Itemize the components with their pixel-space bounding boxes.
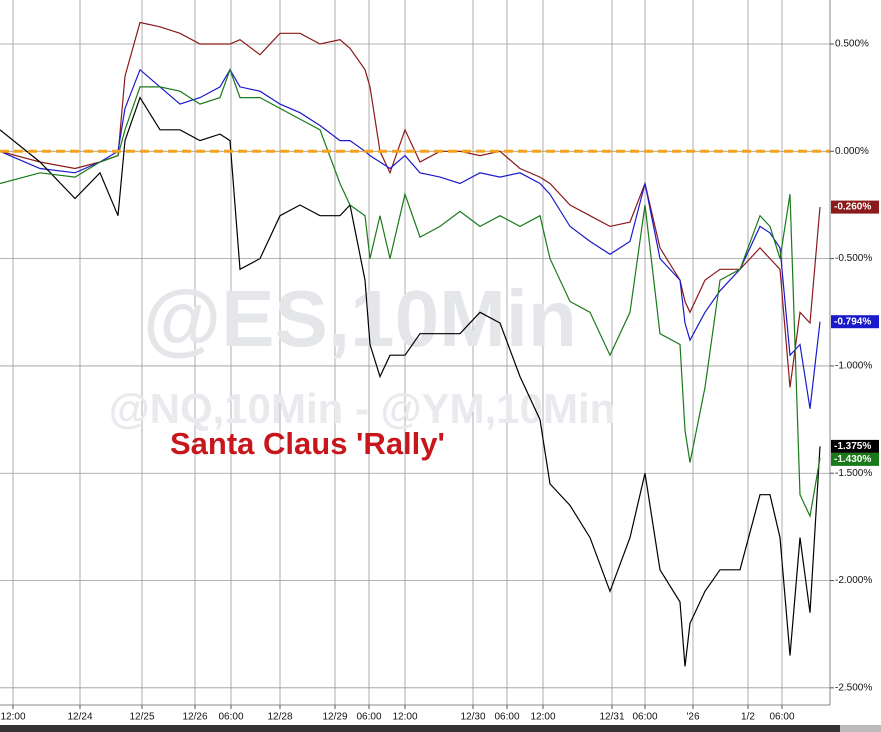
x-tick-label: 06:00 [769,712,794,723]
x-tick-label: 06:00 [494,712,519,723]
end-label-box [831,439,879,453]
bottom-bar [840,725,881,732]
y-tick-label: -1.500% [835,468,872,479]
series-line [0,96,821,667]
x-tick-label: '26 [686,712,699,723]
watermark: @NQ,10Min - @YM,10Min [109,385,616,432]
x-tick-label: 12:00 [392,712,417,723]
y-tick-label: 0.500% [835,39,869,50]
annotation: Santa Claus 'Rally' [170,426,445,461]
end-label-box [831,315,879,329]
end-label: -1.430% [834,454,871,465]
watermark: @ES,10Min [143,274,577,363]
x-tick-label: 12/30 [460,712,485,723]
x-tick-label: 12/25 [129,712,154,723]
x-tick-label: 12/26 [182,712,207,723]
end-label: -0.260% [834,202,871,213]
y-tick-label: 0.000% [835,146,869,157]
series-line [0,68,821,409]
end-label-box [831,452,879,466]
bottom-bar [0,725,840,732]
y-tick-label: -2.000% [835,575,872,586]
x-tick-label: 1/2 [741,712,755,723]
x-tick-label: 12/31 [599,712,624,723]
x-tick-label: 06:00 [356,712,381,723]
y-tick-label: -1.000% [835,361,872,372]
x-tick-label: 12/24 [67,712,92,723]
end-label: -1.375% [834,441,871,452]
x-tick-label: 06:00 [218,712,243,723]
x-tick-label: 12/29 [322,712,347,723]
lines [0,21,830,667]
x-tick-label: 12/28 [267,712,292,723]
axes: 0.500% 0.000% -0.500% -1.000% -1.500% -2.000%… [0,39,879,723]
y-tick-label: -0.500% [835,253,872,264]
y-tick-label: -2.500% [835,682,872,693]
end-label: -0.794% [834,316,871,327]
x-tick-label: 12:00 [530,712,555,723]
x-tick-label: 06:00 [632,712,657,723]
series-line [0,67,821,519]
end-label-box [831,200,879,214]
x-tick-label: 12:00 [0,712,25,723]
